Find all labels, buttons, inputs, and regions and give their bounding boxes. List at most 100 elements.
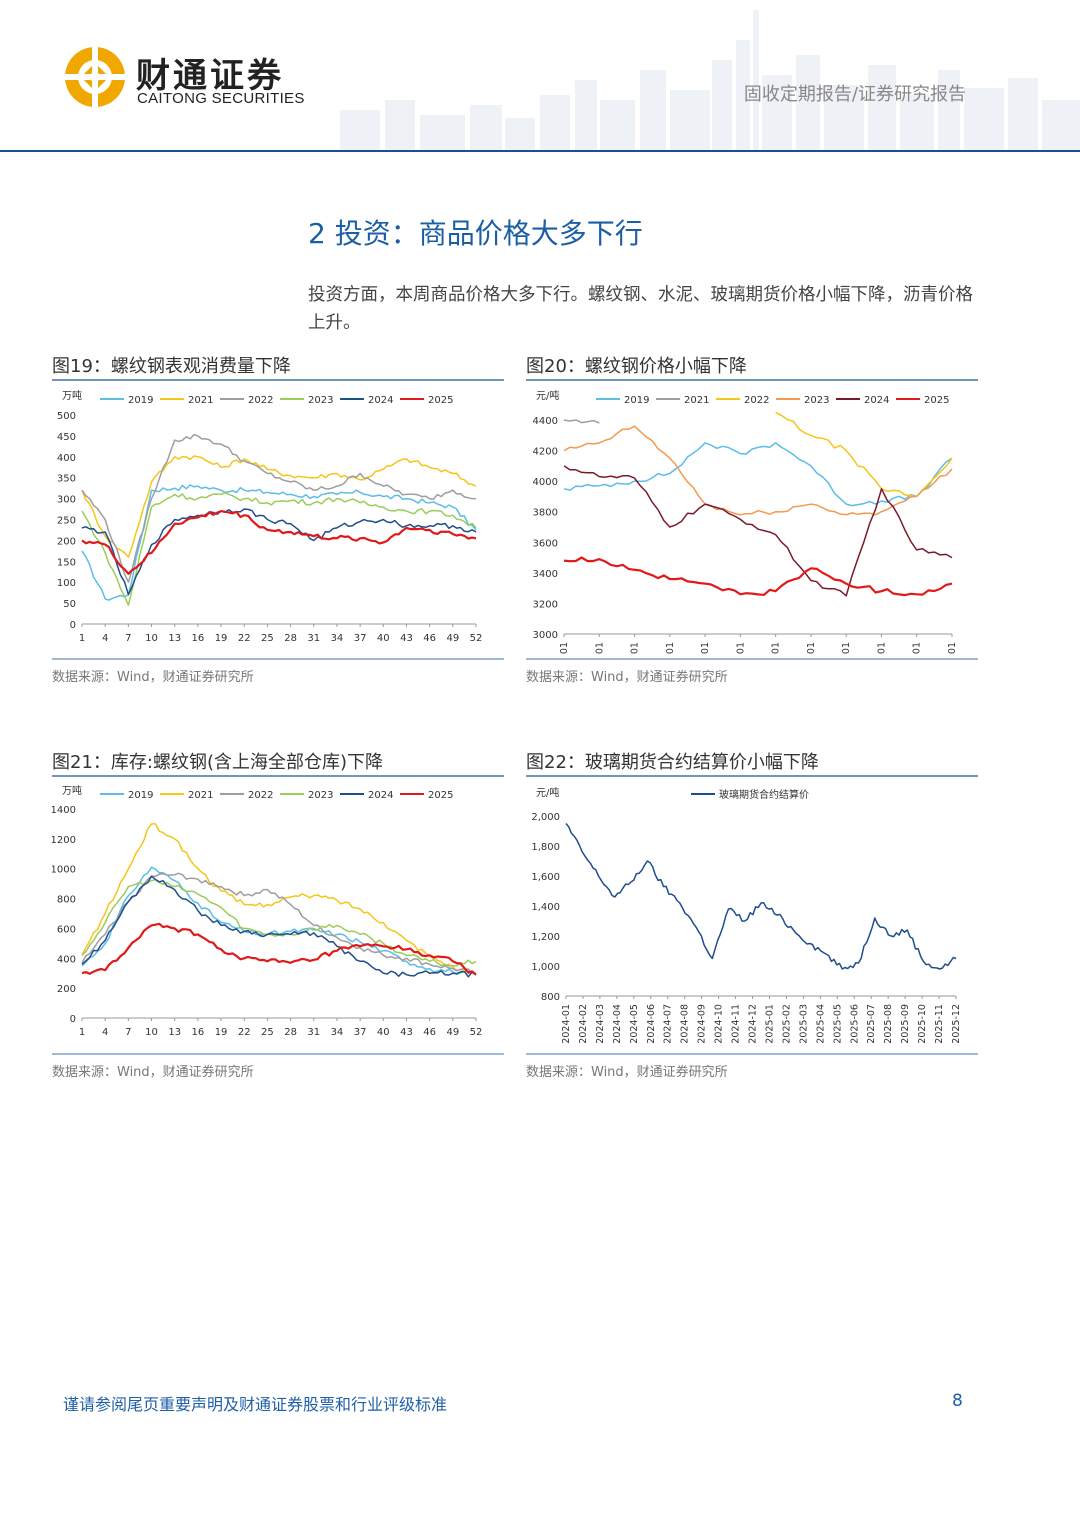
x-tick-label: 10 bbox=[145, 1027, 158, 1038]
legend-label: 2025 bbox=[428, 790, 453, 801]
figure-title: 图19：螺纹钢表观消费量下降 bbox=[52, 356, 291, 377]
x-tick-label: 7 bbox=[125, 1027, 131, 1038]
page-number: 8 bbox=[952, 1391, 963, 1411]
legend-label: 2019 bbox=[128, 790, 153, 801]
x-tick-label: 37 bbox=[354, 633, 367, 644]
series-line-玻璃 bbox=[565, 823, 957, 970]
chart-21: 万吨 0 200 400 600 800 1000 1200 1400 1 4 7 10 13 16 19 22… bbox=[52, 784, 483, 1038]
x-tick-label: 49 bbox=[446, 633, 459, 644]
x-tick-label: 37 bbox=[354, 1027, 367, 1038]
figure-22: 图22：玻璃期货合约结算价小幅下降 元/吨 800 1,000 1,200 1,400 1… bbox=[526, 748, 978, 1088]
figure-19: 图19：螺纹钢表观消费量下降 万吨 0 50 100 150 200 250 300 350 40… bbox=[52, 352, 504, 692]
figure-21: 图21：库存:螺纹钢(含上海全部仓库)下降 万吨 0 200 400 600 800 100… bbox=[52, 748, 504, 1088]
section-title: 2 投资：商品价格大多下行 bbox=[308, 217, 643, 250]
y-tick-label: 600 bbox=[57, 924, 76, 935]
x-tick-label: 28 bbox=[284, 633, 297, 644]
series-line-2019 bbox=[81, 484, 477, 601]
x-tick-label: 16 bbox=[192, 1027, 205, 1038]
x-tick-label: 43 bbox=[400, 1027, 413, 1038]
x-tick-label: 2025-03 bbox=[798, 1004, 809, 1044]
y-tick-label: 4200 bbox=[533, 447, 558, 458]
figure-bottom-rule bbox=[526, 658, 978, 660]
caitong-logo-icon bbox=[64, 46, 126, 108]
x-tick-label: 1 bbox=[79, 1027, 85, 1038]
x-tick-label: 25 bbox=[261, 633, 274, 644]
x-tick-label: 2025-06 bbox=[849, 1004, 860, 1044]
y-tick-label: 450 bbox=[57, 432, 76, 443]
figure-top-rule bbox=[52, 379, 504, 381]
figure-title: 图21：库存:螺纹钢(含上海全部仓库)下降 bbox=[52, 752, 384, 773]
x-tick-label: 25 bbox=[261, 1027, 274, 1038]
series-line-2021 bbox=[563, 419, 600, 424]
x-tick-label: 13 bbox=[168, 1027, 181, 1038]
series-line-2025 bbox=[563, 556, 953, 597]
header-divider bbox=[0, 150, 1080, 152]
x-tick-label: 11-01 bbox=[912, 642, 923, 654]
y-tick-label: 1,400 bbox=[531, 902, 560, 913]
y-axis-unit: 元/吨 bbox=[536, 786, 559, 799]
series-line-2021 bbox=[81, 455, 477, 558]
legend-label: 2024 bbox=[864, 395, 889, 406]
x-tick-label: 04-01 bbox=[665, 642, 676, 654]
chart-22: 元/吨 800 1,000 1,200 1,400 1,600 1,800 2,000 2024… bbox=[531, 786, 962, 1044]
legend-label: 玻璃期货合约结算价 bbox=[719, 788, 809, 801]
series-line-2019 bbox=[563, 442, 953, 507]
x-tick-label: 46 bbox=[423, 1027, 436, 1038]
y-tick-label: 500 bbox=[57, 411, 76, 422]
figure-20: 图20：螺纹钢价格小幅下降 元/吨 3000 3200 3400 3600 3800 400… bbox=[526, 352, 978, 692]
series-line-2022 bbox=[81, 433, 477, 583]
y-tick-label: 1,200 bbox=[531, 932, 560, 943]
figure-source: 数据来源：Wind，财通证券研究所 bbox=[526, 1065, 728, 1080]
x-tick-label: 2024-10 bbox=[714, 1004, 725, 1044]
y-tick-label: 200 bbox=[57, 536, 76, 547]
x-tick-label: 2025-09 bbox=[900, 1004, 911, 1044]
y-tick-label: 3800 bbox=[533, 508, 558, 519]
legend-label: 2022 bbox=[744, 395, 769, 406]
x-tick-label: 07-01 bbox=[771, 642, 782, 654]
x-tick-label: 13 bbox=[168, 633, 181, 644]
series-line-2022 bbox=[775, 411, 953, 498]
legend-label: 2025 bbox=[924, 395, 949, 406]
logo-chinese-name: 财通证券 bbox=[136, 56, 284, 96]
x-tick-label: 2025-07 bbox=[866, 1004, 877, 1044]
y-tick-label: 100 bbox=[57, 578, 76, 589]
page-header: 财通证券 CAITONG SECURITIES 固收定期报告/证券研究报告 bbox=[0, 0, 1080, 152]
x-tick-label: 4 bbox=[102, 633, 108, 644]
x-tick-label: 2024-12 bbox=[748, 1004, 759, 1044]
x-tick-label: 2024-05 bbox=[629, 1004, 640, 1044]
x-tick-label: 1 bbox=[79, 633, 85, 644]
x-tick-label: 12-01 bbox=[947, 642, 958, 654]
x-tick-label: 2025-08 bbox=[883, 1004, 894, 1044]
figure-bottom-rule bbox=[52, 658, 504, 660]
x-tick-label: 03-01 bbox=[630, 642, 641, 654]
legend-label: 2022 bbox=[248, 790, 273, 801]
y-tick-label: 4400 bbox=[533, 416, 558, 427]
y-tick-label: 350 bbox=[57, 474, 76, 485]
legend-label: 2023 bbox=[804, 395, 829, 406]
x-tick-label: 2025-11 bbox=[934, 1004, 945, 1044]
x-tick-label: 2024-11 bbox=[731, 1004, 742, 1044]
x-tick-label: 08-01 bbox=[806, 642, 817, 654]
x-tick-label: 05-01 bbox=[700, 642, 711, 654]
x-tick-label: 2024-08 bbox=[680, 1004, 691, 1044]
series-line-2025 bbox=[81, 510, 477, 575]
y-tick-label: 3000 bbox=[533, 630, 558, 641]
x-tick-label: 2024-07 bbox=[663, 1004, 674, 1044]
x-tick-label: 2024-06 bbox=[646, 1004, 657, 1044]
x-tick-label: 16 bbox=[192, 633, 205, 644]
x-tick-label: 52 bbox=[470, 1027, 483, 1038]
x-tick-label: 31 bbox=[307, 1027, 320, 1038]
x-tick-label: 31 bbox=[307, 633, 320, 644]
series-line-2024 bbox=[81, 875, 477, 978]
figure-bottom-rule bbox=[52, 1053, 504, 1055]
x-tick-label: 2025-05 bbox=[832, 1004, 843, 1044]
x-tick-label: 2025-02 bbox=[781, 1004, 792, 1044]
x-tick-label: 10 bbox=[145, 633, 158, 644]
x-tick-label: 46 bbox=[423, 633, 436, 644]
chart-19: 万吨 0 50 100 150 200 250 300 350 400 450 500 1 4 7 10 13 1… bbox=[57, 389, 482, 644]
x-tick-label: 2024-04 bbox=[612, 1004, 623, 1044]
report-type-label: 固收定期报告/证券研究报告 bbox=[743, 84, 966, 105]
figure-bottom-rule bbox=[526, 1053, 978, 1055]
x-tick-label: 2024-09 bbox=[697, 1004, 708, 1044]
figure-source: 数据来源：Wind，财通证券研究所 bbox=[526, 670, 728, 685]
